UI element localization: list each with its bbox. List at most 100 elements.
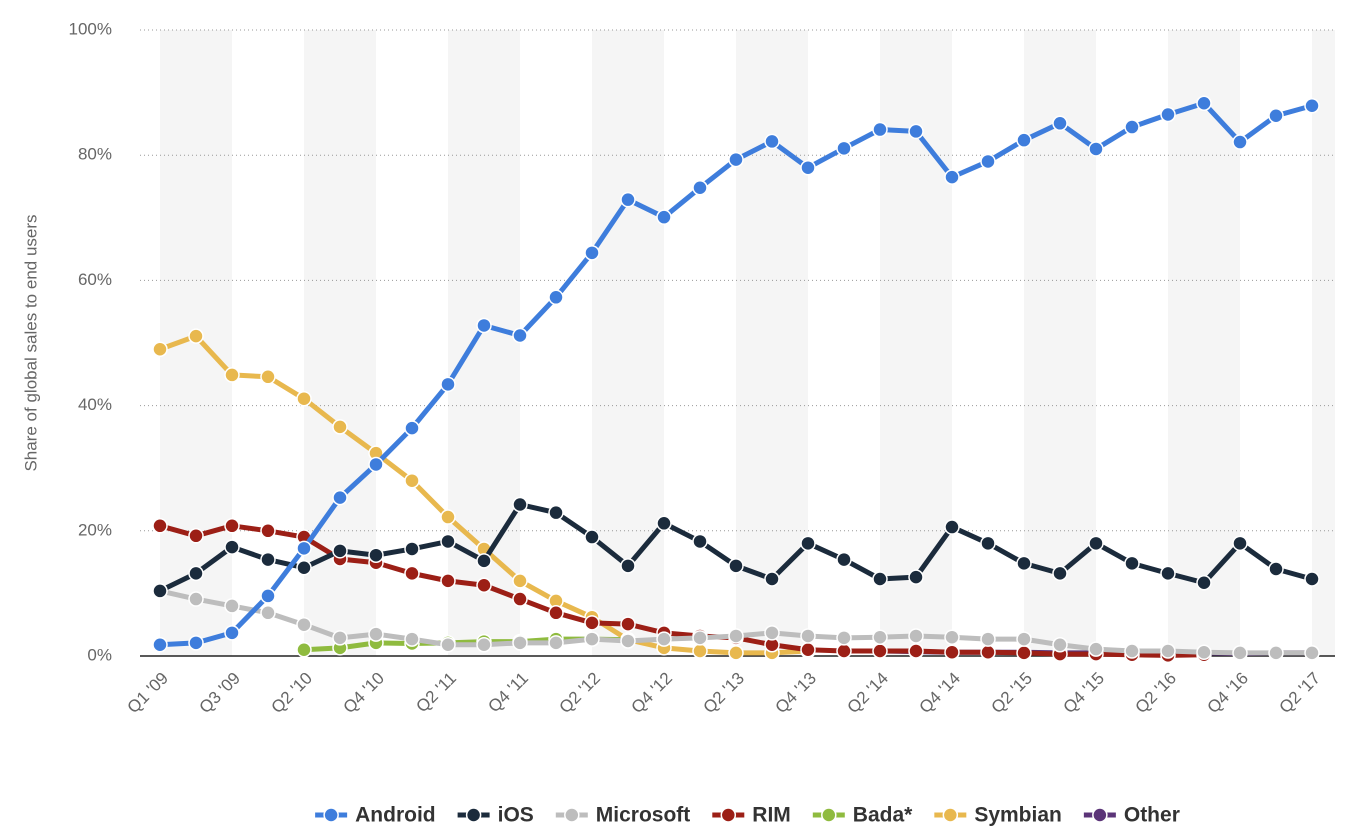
series-marker [1124, 643, 1140, 659]
series-marker [404, 541, 420, 557]
series-marker [332, 630, 348, 646]
series-marker [404, 631, 420, 647]
series-marker [1196, 644, 1212, 660]
series-marker [188, 591, 204, 607]
x-tick-label: Q4 '12 [628, 669, 676, 717]
series-marker [260, 523, 276, 539]
series-marker [800, 159, 816, 176]
x-tick-label: Q4 '13 [772, 669, 820, 717]
series-marker [1196, 575, 1212, 591]
series-marker [260, 369, 276, 385]
series-marker [512, 573, 528, 589]
y-tick-label: 60% [78, 270, 112, 289]
series-marker [728, 628, 744, 644]
series-marker [728, 558, 744, 574]
series-marker [548, 635, 564, 651]
legend-item: Microsoft [555, 804, 691, 827]
series-marker [764, 133, 780, 150]
series-marker [260, 551, 276, 568]
series-marker [1016, 555, 1032, 572]
series-marker [800, 641, 816, 658]
series-marker [1052, 565, 1068, 582]
x-tick-label: Q4 '14 [916, 669, 964, 717]
series-marker [872, 629, 888, 645]
series-marker [332, 419, 348, 435]
series-marker [584, 529, 600, 545]
x-tick-label: Q2 '15 [988, 669, 1036, 717]
series-marker [944, 169, 960, 185]
series-marker [1196, 95, 1212, 111]
legend-label: Microsoft [596, 804, 691, 827]
x-tick-label: Q2 '14 [844, 669, 892, 717]
series-marker [584, 615, 600, 631]
y-tick-label: 80% [78, 145, 112, 164]
series-marker [188, 528, 204, 544]
x-tick-label: Q2 '13 [700, 669, 748, 717]
series-marker [512, 591, 528, 607]
series-marker [476, 317, 492, 334]
series-marker [1016, 132, 1032, 148]
legend-label: Android [355, 804, 435, 827]
series-marker [404, 565, 420, 582]
series-marker [980, 631, 996, 647]
series-marker [224, 598, 240, 614]
series-marker [476, 577, 492, 594]
y-tick-label: 20% [78, 520, 112, 539]
series-marker [1304, 645, 1320, 661]
x-tick-label: Q1 '09 [124, 669, 172, 717]
series-marker [620, 633, 636, 649]
x-tick-label: Q3 '09 [196, 669, 244, 717]
series-marker [296, 390, 312, 407]
legend-marker [942, 807, 959, 823]
series-marker [944, 519, 960, 535]
series-marker [1268, 108, 1284, 124]
series-marker [188, 565, 204, 582]
series-marker [908, 123, 924, 140]
series-marker [224, 539, 240, 555]
series-marker [980, 535, 996, 552]
series-marker [1232, 134, 1248, 150]
series-marker [1160, 643, 1176, 659]
series-marker [908, 628, 924, 644]
series-marker [368, 456, 384, 473]
series-marker [512, 496, 528, 513]
legend-item: Bada* [812, 804, 913, 827]
series-marker [224, 367, 240, 383]
series-marker [440, 509, 456, 525]
x-tick-label: Q4 '10 [340, 669, 388, 717]
series-marker [656, 631, 672, 647]
series-marker [728, 151, 744, 168]
series-marker [404, 472, 420, 489]
y-tick-label: 40% [78, 395, 112, 414]
series-marker [1304, 571, 1320, 587]
series-marker [620, 191, 636, 208]
series-marker [980, 644, 996, 660]
series-marker [404, 420, 420, 436]
series-marker [1160, 106, 1176, 123]
series-marker [692, 643, 708, 659]
legend-marker [720, 807, 737, 823]
series-marker [836, 643, 852, 659]
series-marker [440, 573, 456, 589]
series-marker [944, 629, 960, 645]
series-marker [1052, 636, 1068, 653]
series-marker [332, 489, 348, 506]
series-marker [476, 553, 492, 569]
series-marker [728, 645, 744, 661]
series-marker [296, 616, 312, 633]
x-tick-label: Q4 '11 [484, 669, 532, 717]
legend-marker [1092, 807, 1108, 823]
series-marker [152, 636, 168, 653]
series-marker [296, 641, 312, 658]
series-marker [368, 547, 384, 563]
series-marker [1088, 641, 1104, 657]
series-marker [476, 636, 492, 653]
series-marker [1160, 565, 1176, 582]
legend-item: Android [315, 804, 436, 827]
x-tick-label: Q2 '17 [1276, 669, 1324, 717]
series-marker [152, 341, 168, 358]
series-marker [872, 571, 888, 587]
column-band [1168, 30, 1240, 656]
series-marker [1124, 119, 1140, 135]
legend-marker [564, 807, 580, 823]
